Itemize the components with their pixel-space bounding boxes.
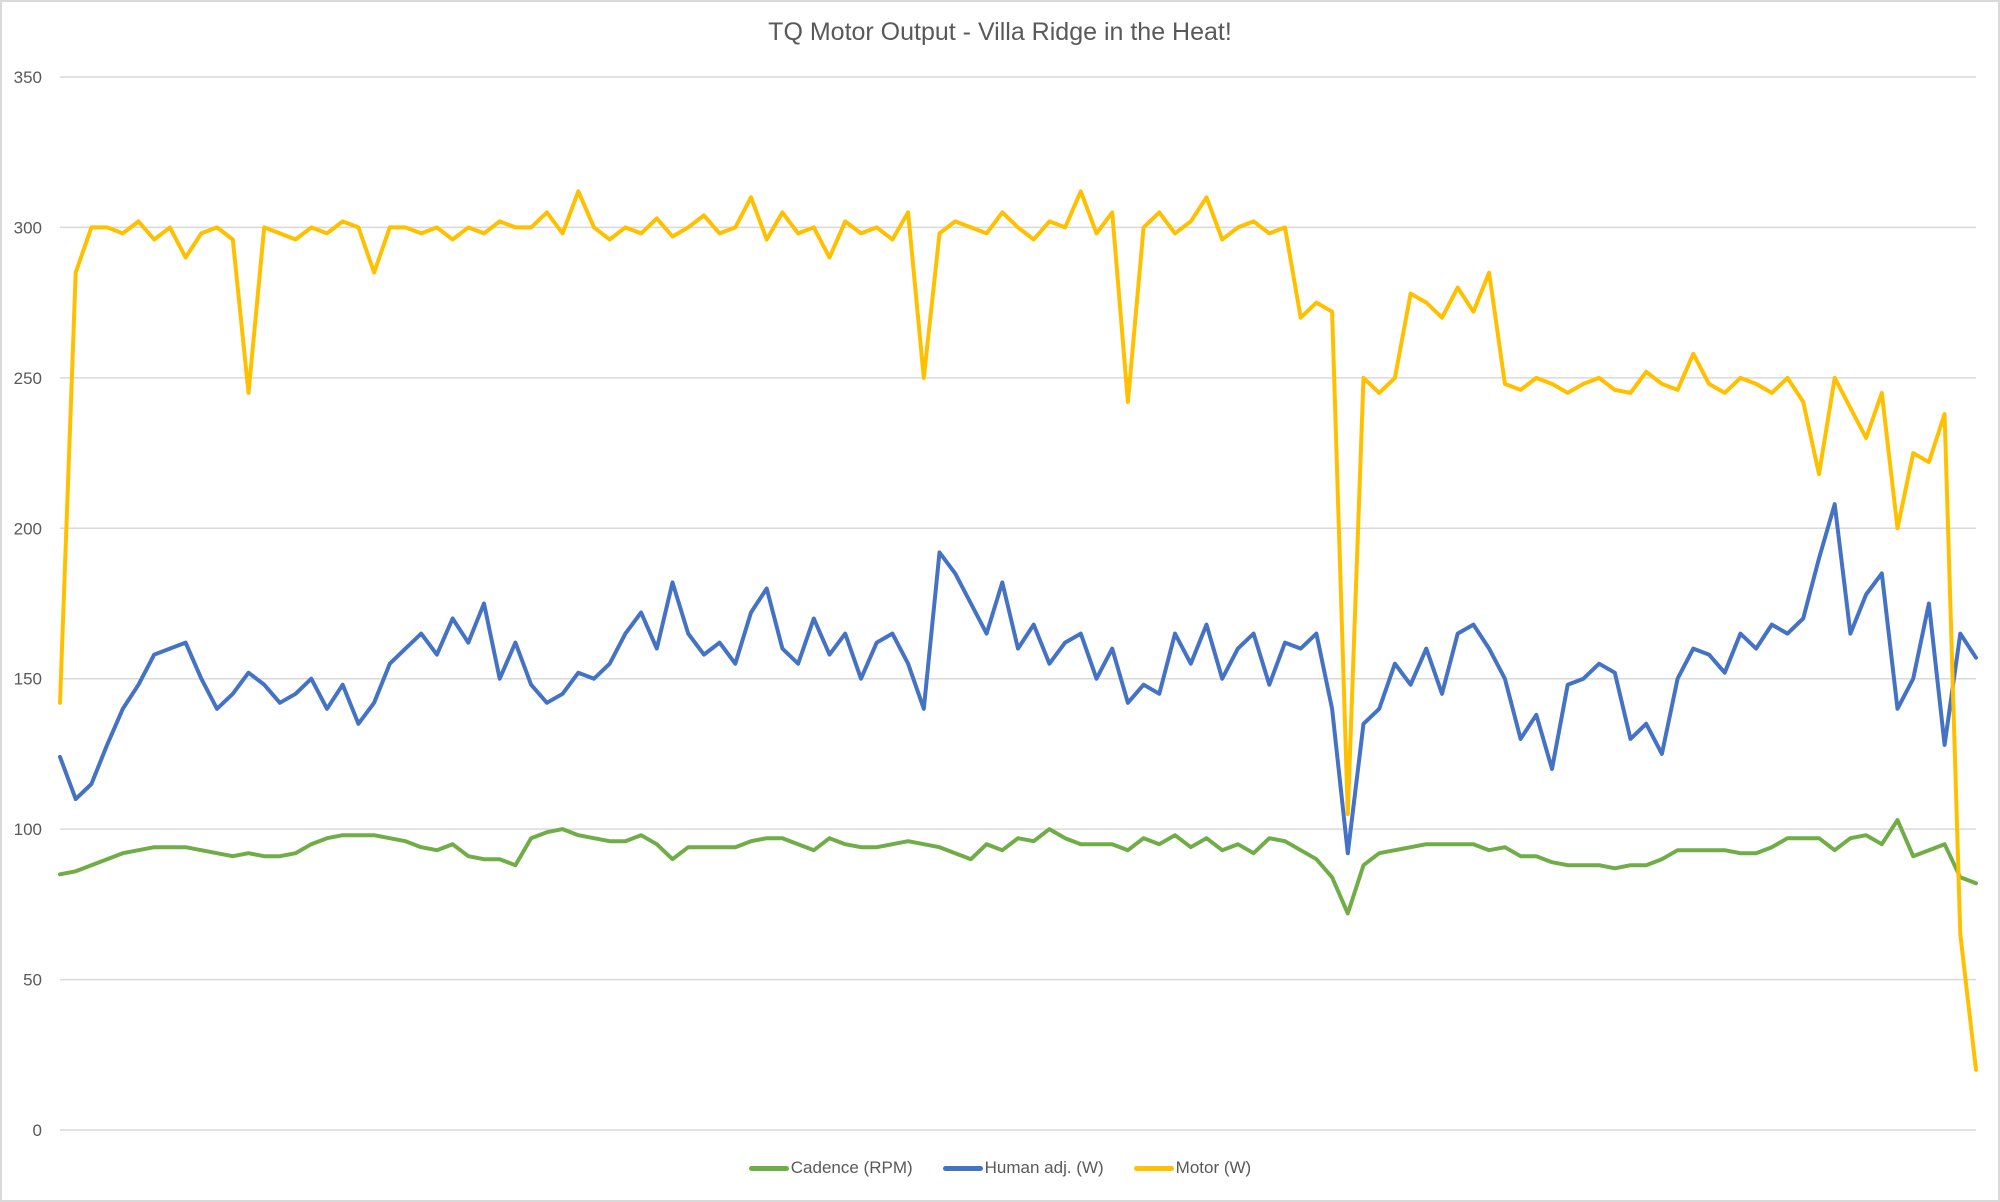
legend-item-human: Human adj. (W): [942, 1158, 1104, 1178]
series-line-motor-w: [58, 189, 1978, 1072]
legend-label: Motor (W): [1175, 1158, 1252, 1177]
legend-label: Cadence (RPM): [790, 1158, 913, 1177]
y-tick-label: 100: [14, 820, 42, 839]
y-tick-label: 250: [14, 369, 42, 388]
y-tick-label: 0: [33, 1121, 42, 1140]
legend-item-cadence: Cadence (RPM): [748, 1158, 913, 1178]
series-line-human-adj-w: [58, 502, 1978, 856]
series-line-cadence-rpm: [58, 818, 1978, 916]
legend-label: Human adj. (W): [984, 1158, 1104, 1177]
y-tick-label: 350: [14, 68, 42, 87]
y-tick-label: 200: [14, 519, 42, 538]
legend-swatch: [1133, 1165, 1174, 1171]
y-tick-label: 50: [23, 971, 42, 990]
y-tick-label: 150: [14, 670, 42, 689]
y-tick-label: 300: [14, 218, 42, 237]
legend-swatch: [748, 1165, 789, 1171]
legend: Cadence (RPM) Human adj. (W) Motor (W): [0, 1158, 2000, 1178]
legend-item-motor: Motor (W): [1133, 1158, 1252, 1178]
legend-swatch: [942, 1165, 983, 1171]
chart-title: TQ Motor Output - Villa Ridge in the Hea…: [768, 18, 1232, 46]
